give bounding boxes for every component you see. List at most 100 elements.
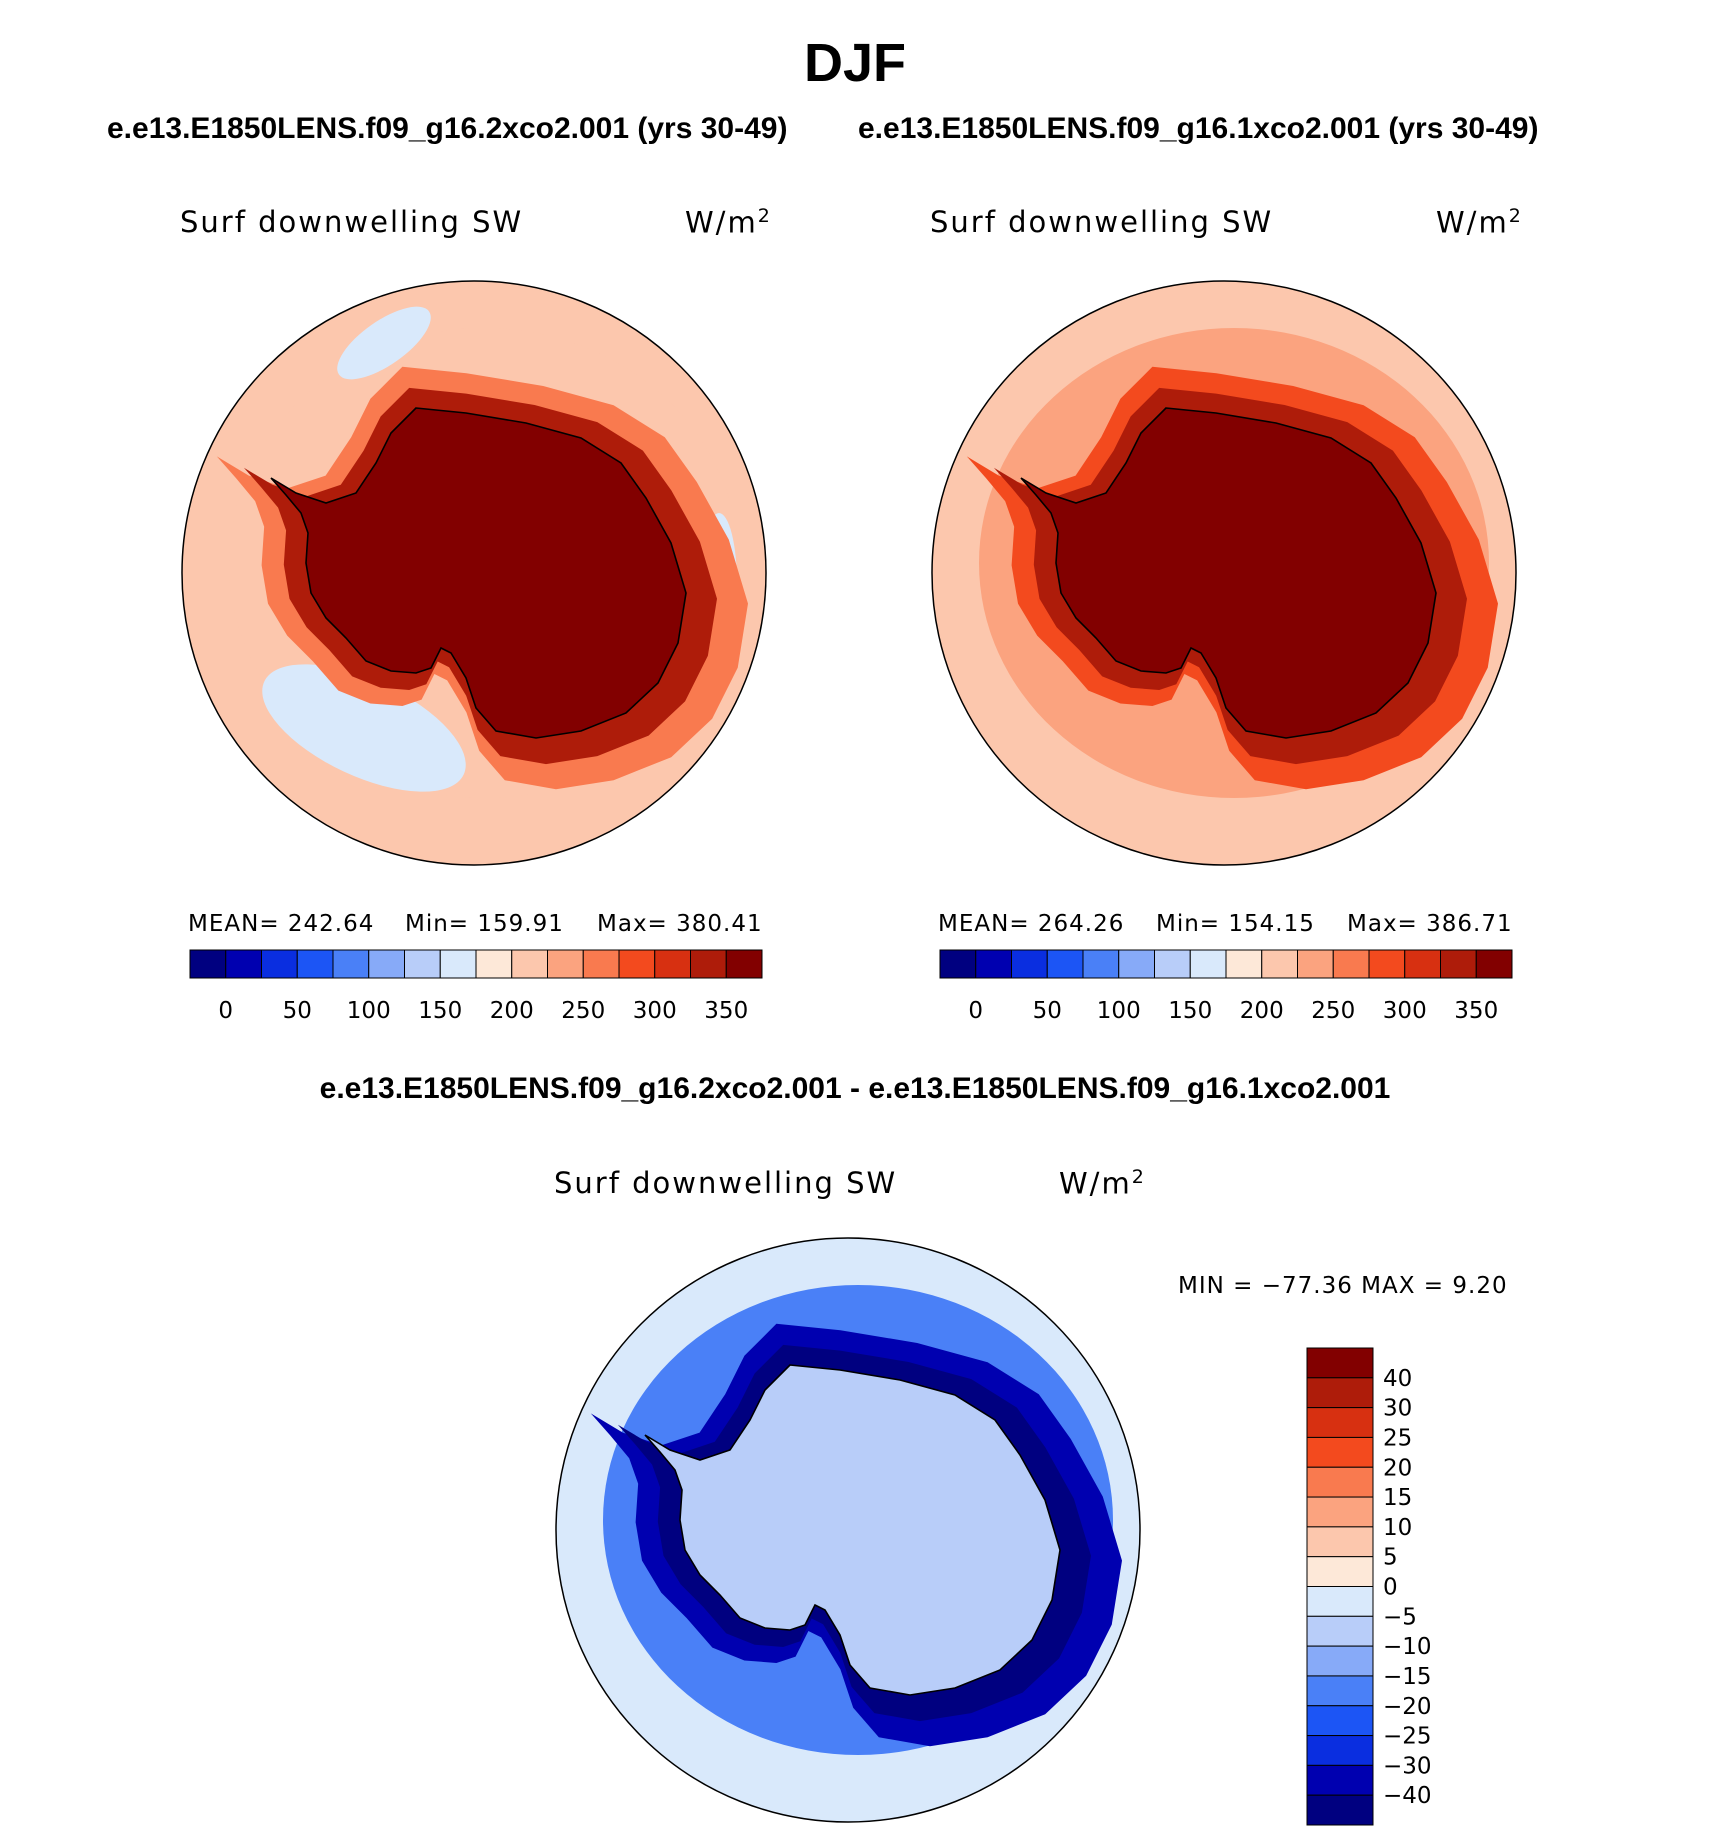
colorbar2-box-4 xyxy=(1082,949,1120,979)
colorbar2-tick-7: 350 xyxy=(1454,998,1498,1024)
colorbar1-tick-4: 200 xyxy=(490,998,534,1024)
colorbar3-tick-1: 30 xyxy=(1383,1396,1412,1422)
colorbar1-tick-7: 350 xyxy=(704,998,748,1024)
panel2-units-label: W/m2 xyxy=(1436,205,1523,240)
colorbar2-box-7 xyxy=(1189,949,1227,979)
colorbar2-tick-0: 0 xyxy=(968,998,983,1024)
map1-border xyxy=(181,280,767,866)
colorbar3-box-6 xyxy=(1306,1526,1374,1558)
colorbar1-box-1 xyxy=(225,949,262,979)
map1-atlantic-minimum xyxy=(337,306,431,380)
colorbar3-box-13 xyxy=(1306,1735,1374,1766)
colorbar3-box-5 xyxy=(1306,1496,1374,1528)
colorbar3-tick-4: 15 xyxy=(1383,1485,1412,1511)
map-2 xyxy=(932,281,1516,865)
colorbar1-tick-0: 0 xyxy=(218,998,233,1024)
map2-border xyxy=(931,280,1517,866)
panel2-mean: MEAN= 264.26 xyxy=(938,911,1125,937)
colorbar3-box-10 xyxy=(1306,1645,1374,1677)
colorbar3-box-12 xyxy=(1306,1705,1374,1737)
colorbar3-box-15 xyxy=(1306,1794,1374,1826)
colorbar3-box-9 xyxy=(1306,1615,1374,1647)
colorbar1-box-13 xyxy=(654,949,691,979)
colorbar3-box-14 xyxy=(1306,1764,1374,1796)
panel3-minmax: MIN = −77.36 MAX = 9.20 xyxy=(1178,1273,1508,1299)
colorbar3-tick-14: −40 xyxy=(1383,1783,1432,1809)
map3-border xyxy=(555,1237,1141,1823)
panel2-variable-label: Surf downwelling SW xyxy=(930,205,1274,239)
colorbar2-box-15 xyxy=(1475,949,1513,979)
colorbar2-box-5 xyxy=(1118,949,1155,979)
colorbar1-box-15 xyxy=(725,949,763,979)
colorbar1-box-0 xyxy=(189,949,227,979)
colorbar3-tick-10: −15 xyxy=(1383,1664,1432,1690)
colorbar2-box-9 xyxy=(1261,949,1298,979)
colorbar1-box-7 xyxy=(439,949,477,979)
colorbar2-box-12 xyxy=(1368,949,1406,979)
colorbar1-tick-6: 300 xyxy=(633,998,677,1024)
colorbar3-tick-0: 40 xyxy=(1383,1366,1412,1392)
colorbar2-box-0 xyxy=(939,949,977,979)
colorbar1-tick-1: 50 xyxy=(283,998,312,1024)
colorbar3-tick-8: −5 xyxy=(1383,1604,1417,1630)
colorbar2-tick-3: 150 xyxy=(1168,998,1212,1024)
colorbar3-box-0 xyxy=(1306,1347,1374,1379)
panel1-min: Min= 159.91 xyxy=(405,911,564,937)
colorbar2-tick-5: 250 xyxy=(1311,998,1355,1024)
colorbar2-tick-1: 50 xyxy=(1033,998,1062,1024)
colorbar3-tick-12: −25 xyxy=(1383,1724,1432,1750)
colorbar3-tick-11: −20 xyxy=(1383,1694,1432,1720)
map1-pacific-minimum xyxy=(262,664,466,792)
colorbar1-box-11 xyxy=(582,949,620,979)
panel2-max: Max= 386.71 xyxy=(1347,911,1513,937)
colorbar2-box-11 xyxy=(1332,949,1370,979)
colorbar1-box-2 xyxy=(261,949,298,979)
subtitle-left: e.e13.E1850LENS.f09_g16.2xco2.001 (yrs 3… xyxy=(107,112,788,145)
colorbar3-box-4 xyxy=(1306,1466,1374,1498)
panel3-variable-label: Surf downwelling SW xyxy=(554,1166,898,1200)
colorbar3-tick-2: 25 xyxy=(1383,1425,1412,1451)
colorbar2-tick-6: 300 xyxy=(1383,998,1427,1024)
colorbar2-tick-4: 200 xyxy=(1240,998,1284,1024)
panel1-variable-label: Surf downwelling SW xyxy=(180,205,524,239)
colorbar3-tick-13: −30 xyxy=(1383,1753,1432,1779)
colorbar2-box-6 xyxy=(1154,949,1191,979)
colorbar1-box-8 xyxy=(475,949,513,979)
colorbar1-box-12 xyxy=(618,949,656,979)
colorbar3-box-8 xyxy=(1306,1586,1374,1617)
colorbar3-box-2 xyxy=(1306,1407,1374,1438)
colorbar3-tick-6: 5 xyxy=(1383,1545,1398,1571)
colorbar2-box-14 xyxy=(1440,949,1477,979)
colorbar1-tick-2: 100 xyxy=(347,998,391,1024)
colorbar3-box-7 xyxy=(1306,1556,1374,1587)
colorbar1-tick-5: 250 xyxy=(561,998,605,1024)
colorbar1-box-4 xyxy=(332,949,370,979)
colorbar3-tick-9: −10 xyxy=(1383,1634,1432,1660)
page-title: DJF xyxy=(803,33,906,93)
panel1-units-label: W/m2 xyxy=(685,205,772,240)
colorbar3-tick-7: 0 xyxy=(1383,1575,1398,1601)
map-3 xyxy=(556,1238,1140,1822)
colorbar3-box-1 xyxy=(1306,1377,1374,1409)
colorbar1-box-3 xyxy=(296,949,334,979)
colorbar1-box-10 xyxy=(547,949,584,979)
colorbar1-box-6 xyxy=(404,949,441,979)
panel1-mean: MEAN= 242.64 xyxy=(188,911,375,937)
colorbar3-box-11 xyxy=(1306,1675,1374,1707)
panel1-max: Max= 380.41 xyxy=(597,911,763,937)
panel3-units-label: W/m2 xyxy=(1059,1166,1146,1201)
colorbar2-box-13 xyxy=(1404,949,1441,979)
colorbar1-box-9 xyxy=(511,949,548,979)
colorbar2-box-10 xyxy=(1297,949,1334,979)
colorbar3-box-3 xyxy=(1306,1436,1374,1468)
subtitle-right: e.e13.E1850LENS.f09_g16.1xco2.001 (yrs 3… xyxy=(858,112,1539,145)
panel2-min: Min= 154.15 xyxy=(1156,911,1315,937)
colorbar3-tick-3: 20 xyxy=(1383,1455,1412,1481)
colorbar2-box-1 xyxy=(975,949,1012,979)
colorbar2-box-3 xyxy=(1046,949,1084,979)
colorbar1-box-14 xyxy=(690,949,727,979)
colorbar2-box-2 xyxy=(1011,949,1048,979)
map-1 xyxy=(182,281,766,865)
difference-title: e.e13.E1850LENS.f09_g16.2xco2.001 - e.e1… xyxy=(319,1072,1391,1105)
